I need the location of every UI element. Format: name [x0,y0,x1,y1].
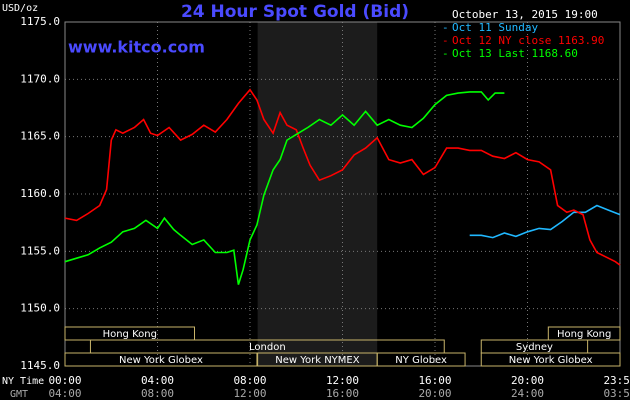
x-tick-label: 08:00 [233,374,266,387]
session-label: New York Globex [119,355,203,366]
x2-axis-label: GMT [10,389,28,400]
x-tick-label: 12:00 [326,374,359,387]
session-label: Sydney [516,342,553,353]
legend-marker: - [442,34,449,47]
y-tick-label: 1175.0 [20,15,60,28]
session-box [480,352,621,367]
session-label: NY Globex [395,355,447,366]
site-label: www.kitco.com [68,38,205,57]
y-tick-label: 1160.0 [20,187,60,200]
date-label: October 13, 2015 19:00 [452,8,598,21]
y-tick-label: 1165.0 [20,130,60,143]
chart-title: 24 Hour Spot Gold (Bid) [181,2,409,22]
session-label: Hong Kong [557,329,611,340]
x2-tick-label: 20:00 [418,387,451,400]
y-tick-label: 1150.0 [20,302,60,315]
x2-tick-label: 04:00 [48,387,81,400]
y-tick-label: 1170.0 [20,72,60,85]
legend-label: Oct 12 NY close 1163.90 [452,34,604,47]
y-tick-label: 1145.0 [20,359,60,372]
session-label: London [249,342,286,353]
session-label: New York NYMEX [275,355,360,366]
x-axis-label: NY Time [2,376,44,387]
legend-marker: - [442,21,449,34]
x-tick-label: 20:00 [511,374,544,387]
x2-tick-label: 03:59 [603,387,630,400]
legend-marker: - [442,47,449,60]
price-line [64,91,505,285]
x2-tick-label: 08:00 [141,387,174,400]
x-tick-label: 00:00 [48,374,81,387]
x-tick-label: 04:00 [141,374,174,387]
session-box [64,352,258,367]
x2-tick-label: 16:00 [326,387,359,400]
price-line [64,88,621,266]
legend-label: Oct 13 Last 1168.60 [452,47,578,60]
x-tick-label: 23:59 [603,374,630,387]
session-label: New York Globex [509,355,593,366]
y-tick-label: 1155.0 [20,244,60,257]
x2-tick-label: 12:00 [233,387,266,400]
session-box [376,352,466,367]
session-label: Hong Kong [103,329,157,340]
x2-tick-label: 24:00 [511,387,544,400]
x-tick-label: 16:00 [418,374,451,387]
legend-label: Oct 11 Sunday [452,21,538,34]
price-line [469,204,621,239]
y-axis-label: USD/oz [2,3,38,14]
